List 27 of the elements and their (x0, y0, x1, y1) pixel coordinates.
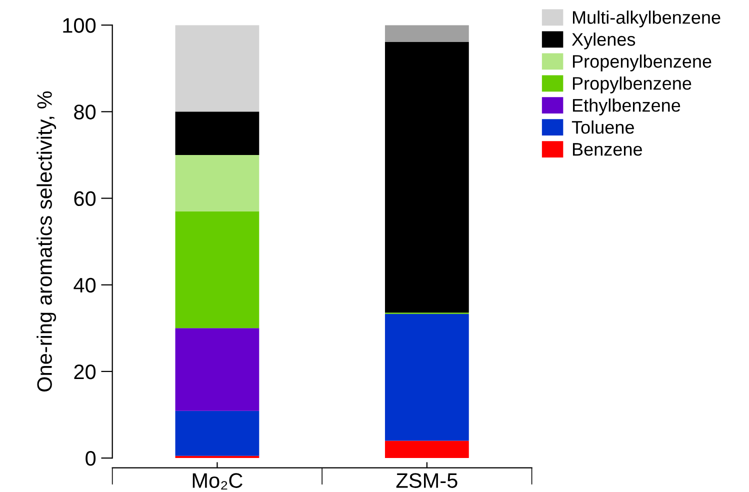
y-axis-title: One-ring aromatics selectivity, % (36, 91, 56, 392)
bar (175, 25, 260, 112)
bar (384, 25, 469, 42)
y-tick-label: 100 (63, 18, 96, 33)
legend-label: Multi-alkylbenzene (572, 10, 720, 28)
legend-label: Propylbenzene (572, 76, 692, 94)
bar (175, 328, 260, 411)
legend-label: Propenylbenzene (572, 54, 712, 72)
legend-label: Xylenes (572, 32, 636, 50)
bar (175, 456, 260, 458)
y-tick-label: 20 (74, 364, 96, 380)
bar (175, 154, 260, 212)
x-tick-label: ZSM-5 (396, 473, 458, 488)
legend-label: Benzene (572, 143, 642, 156)
y-tick-label: 40 (74, 278, 96, 293)
y-tick-label: 0 (86, 451, 96, 466)
bar (175, 211, 260, 328)
bar (384, 314, 469, 441)
bar (384, 42, 469, 313)
bar (175, 112, 260, 155)
legend-label: Ethylbenzene (572, 98, 680, 116)
x-tick-label: Mo₂C (192, 473, 242, 490)
y-tick-label: 80 (74, 104, 96, 120)
bar (175, 410, 260, 456)
y-tick-label: 60 (74, 191, 96, 206)
legend-label: Toluene (572, 120, 634, 134)
bar (384, 440, 469, 458)
